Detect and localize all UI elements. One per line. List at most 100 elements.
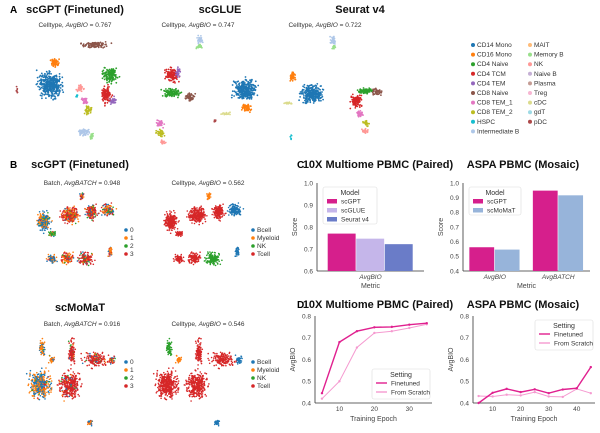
umap-point [94,46,97,48]
umap-point [43,218,46,220]
umap-point [103,85,106,88]
umap-point [163,134,166,137]
umap-point [198,44,201,46]
umap-point [102,204,105,207]
umap-point [61,214,63,216]
umap-point [376,92,378,95]
umap-point [37,213,39,216]
umap-point [54,75,57,77]
umap-point [80,88,83,91]
umap-point [174,226,176,229]
umap-point [170,75,173,78]
umap-point [190,209,192,212]
legend-item: Plasma [528,80,556,87]
umap-point [102,208,104,211]
umap-point [378,91,381,94]
umap-point [331,41,334,44]
umap-point [368,122,370,125]
umap-point [195,215,197,218]
umap-point [354,107,357,109]
umap-point [64,261,66,264]
umap-point [36,82,39,85]
umap-point [316,93,319,95]
umap-point [236,212,239,215]
umap-point [76,90,79,93]
umap-point [191,222,193,224]
umap-point [236,204,239,207]
umap-point [166,229,169,231]
umap-point [197,41,200,44]
umap-point [41,83,44,86]
umap-point [80,193,82,195]
umap-point [360,104,363,107]
umap-point [320,96,323,99]
umap-point [101,95,104,98]
umap-point [254,80,257,83]
legend-marker [528,62,532,67]
umap-point [83,100,85,103]
umap-point [108,207,111,209]
umap-point [86,254,89,256]
umap-point [357,101,359,104]
umap-point [55,84,58,87]
umap-point [65,263,68,266]
umap-point [190,211,193,214]
umap-point [113,99,116,102]
umap-point [195,47,198,50]
umap-point [290,102,293,105]
umap-point [217,211,220,213]
umap-point [234,209,237,211]
umap-point [217,207,220,209]
legend-label: CD4 TCM [477,71,506,78]
legend-marker [471,43,475,47]
umap-point [237,80,240,83]
umap-point [305,96,308,99]
legend-label: Intermediate B [477,128,519,135]
umap-point [249,105,252,107]
umap-point [77,218,79,220]
legend-marker [471,52,475,57]
umap-point [175,255,177,258]
umap-point [84,213,86,216]
umap-point [178,220,180,222]
umap-point [50,84,53,87]
umap-point [167,68,170,71]
umap-point [67,257,70,260]
umap-point [231,84,234,86]
umap-point [102,90,105,93]
umap-point [74,218,76,220]
umap-point [244,107,246,109]
umap-point [214,119,217,122]
umap-point [58,92,60,95]
umap-point [58,58,60,61]
umap-point [172,73,175,76]
umap-point [67,218,70,220]
umap-point [361,128,363,131]
umap-point [173,228,176,230]
umap-point [103,46,106,48]
umap-point [247,88,249,91]
umap-point [68,255,70,258]
umap-point [206,195,209,198]
umap-point [351,93,354,96]
umap-point [41,218,44,221]
umap-point [172,226,175,228]
umap-point [220,113,223,115]
legend-item: Memory B [528,52,564,59]
umap-point [234,91,237,94]
umap-point [44,78,47,80]
umap-point [108,95,110,97]
umap-point [65,260,67,262]
umap-point [358,106,361,108]
umap-point [364,123,367,126]
umap-point [380,94,382,96]
umap-point [92,132,94,135]
umap-point [73,210,76,212]
umap-point [204,220,207,223]
umap-point [168,93,171,96]
umap-point [229,204,232,207]
umap-point [225,212,227,215]
umap-point [232,203,235,206]
umap-point [196,253,199,256]
umap-point [169,232,172,235]
